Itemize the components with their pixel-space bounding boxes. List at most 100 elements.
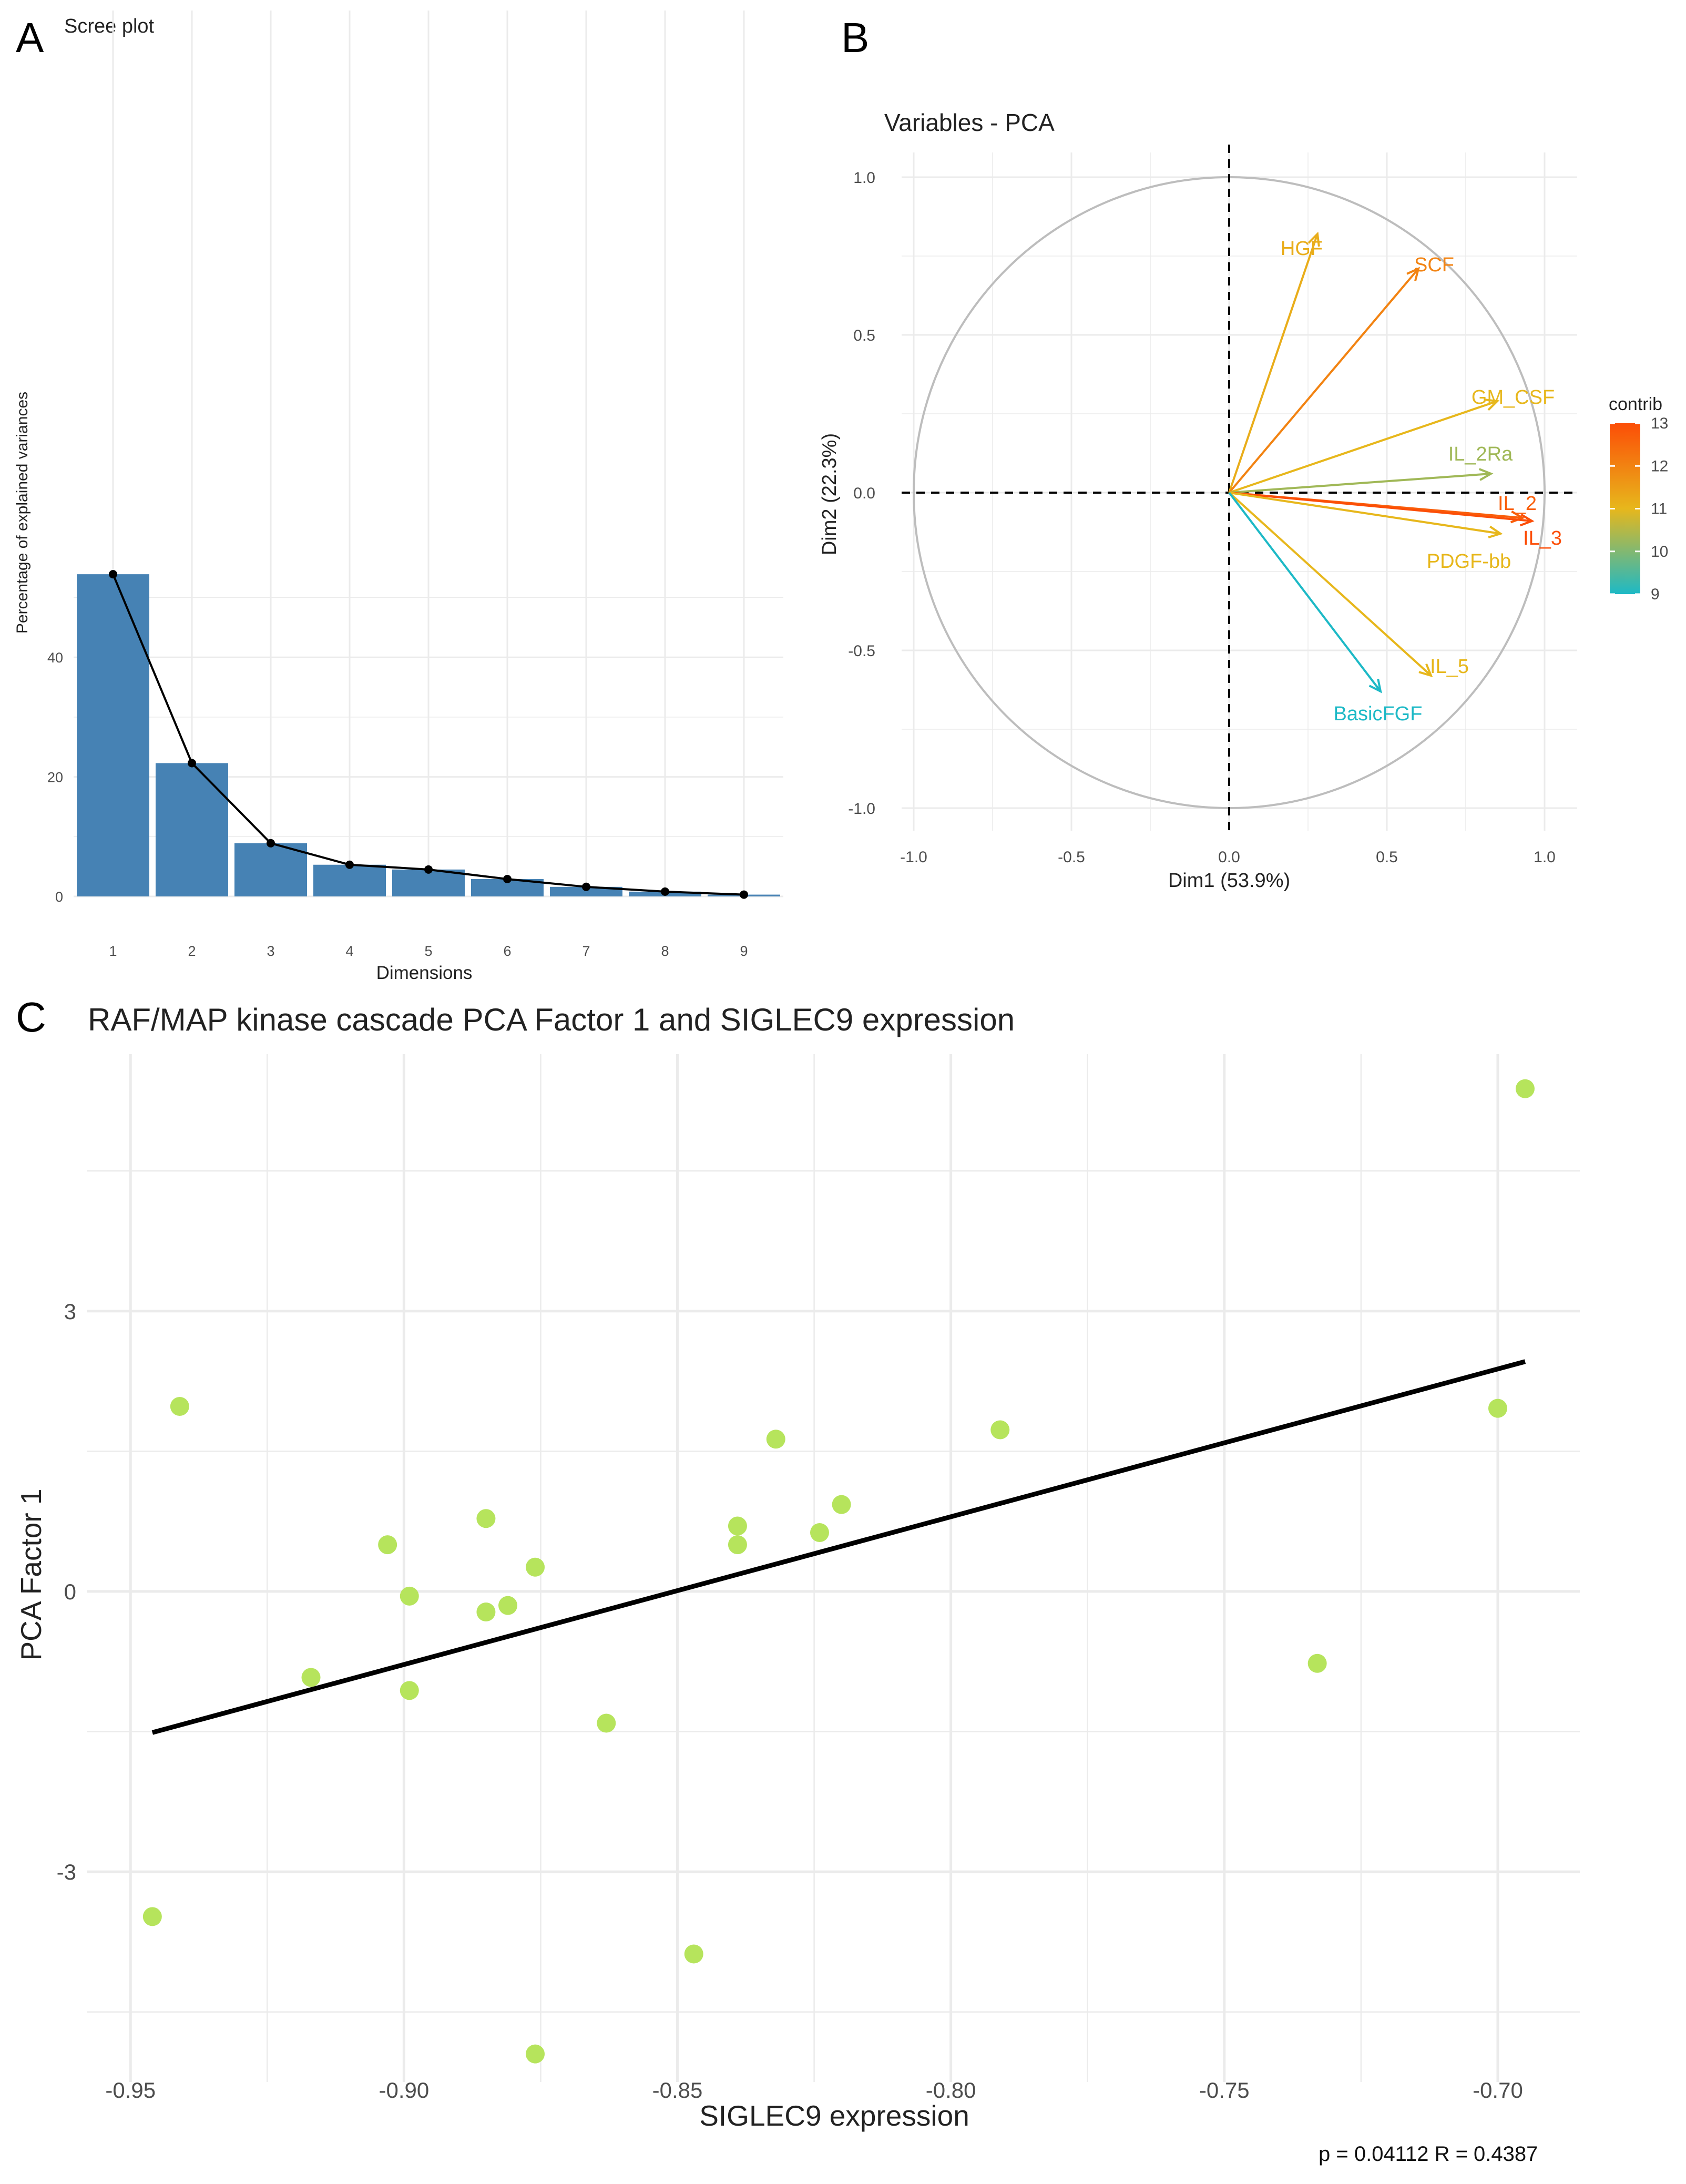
pca-variable-label: IL_3: [1523, 527, 1562, 549]
pca-arrow-head: [1406, 267, 1420, 281]
panel-label-a: A: [16, 14, 44, 61]
scatter-point: [810, 1523, 829, 1542]
pca-variables-title: Variables - PCA: [884, 109, 1055, 136]
scatter-y-axis-label: PCA Factor 1: [15, 1488, 47, 1660]
scatter-point: [526, 2044, 545, 2064]
scree-x-tick-label: 5: [424, 943, 432, 959]
pca-arrow-head: [1478, 468, 1494, 481]
panel-label-c: C: [16, 994, 46, 1040]
scree-point: [267, 839, 275, 848]
contrib-legend: contrib 13 12 11 10 9: [1609, 394, 1668, 603]
pca-variable-arrows: HGF SCF GM_CSF IL_2Ra IL_2 IL_3 PDGF-bb IL_5 Bas…: [1228, 231, 1562, 725]
scatter-point: [1515, 1079, 1535, 1098]
correlation-stats: p = 0.04112 R = 0.4387: [1319, 2142, 1538, 2166]
pca-y-tick-label: 0.0: [853, 485, 875, 502]
pca-arrow-head: [1510, 511, 1525, 524]
scatter-point: [766, 1430, 785, 1449]
pca-x-tick-label: 1.0: [1534, 849, 1556, 866]
pca-arrow: [1228, 268, 1419, 494]
scatter-point: [990, 1420, 1010, 1440]
scatter-point: [728, 1516, 747, 1536]
scatter-point: [597, 1713, 616, 1733]
scree-bar: [313, 864, 386, 896]
scatter-point: [832, 1495, 851, 1514]
pca-variable-label: BasicFGF: [1334, 703, 1423, 725]
pca-arrow-head: [1368, 679, 1382, 693]
pca-x-tick-label: -1.0: [900, 849, 927, 866]
pca-y-axis-label: Dim2 (22.3%): [819, 433, 841, 555]
scree-y-ticks: 0 20 40: [47, 650, 63, 905]
scree-point: [424, 865, 433, 874]
scree-x-tick-label: 7: [582, 943, 590, 959]
scree-point: [345, 860, 354, 869]
scatter-point: [301, 1668, 321, 1687]
scatter-point: [476, 1603, 496, 1622]
pca-variable-label: IL_2Ra: [1448, 443, 1513, 465]
pca-arrow: [1228, 492, 1382, 692]
scree-x-tick-label: 6: [503, 943, 511, 959]
scatter-x-tick-label: -0.85: [652, 2078, 703, 2103]
scree-bar: [77, 574, 149, 896]
scree-point: [582, 882, 590, 891]
scree-x-tick-label: 8: [661, 943, 669, 959]
pca-arrow: [1229, 492, 1532, 522]
pca-y-tick-label: 0.5: [853, 327, 875, 344]
scree-bars: [77, 574, 780, 896]
scatter-gridlines: [87, 1054, 1580, 2082]
pca-y-tick-label: -0.5: [848, 642, 875, 660]
pca-variable-label: IL_2: [1498, 493, 1537, 515]
scree-line: [109, 570, 748, 899]
pca-variables-plot: HGF SCF GM_CSF IL_2Ra IL_2 IL_3 PDGF-bb IL_5 Bas…: [819, 145, 1668, 892]
scree-x-ticks: 1 2 3 4 5 6 7 8 9: [109, 943, 748, 959]
scatter-y-ticks: 3 0 -3: [57, 1299, 76, 1884]
scree-x-tick-label: 3: [267, 943, 274, 959]
pca-variable-label: GM_CSF: [1472, 386, 1555, 409]
pca-x-tick-label: 0.0: [1218, 849, 1240, 866]
pca-x-axis-label: Dim1 (53.9%): [1168, 870, 1290, 892]
regression-line: [151, 1359, 1526, 1735]
scree-point: [503, 875, 512, 884]
pca-arrow: [1229, 492, 1501, 535]
scatter-x-tick-label: -0.70: [1473, 2078, 1523, 2103]
scatter-point: [1488, 1399, 1507, 1418]
scree-y-tick-label: 40: [47, 650, 63, 666]
scree-bar: [234, 843, 307, 896]
pca-arrow: [1229, 400, 1498, 494]
scree-point: [109, 570, 117, 579]
pca-arrow-head: [1307, 231, 1320, 247]
scatter-y-tick-label: 0: [64, 1579, 76, 1604]
pca-variable-label: IL_5: [1430, 656, 1469, 678]
scatter-point: [684, 1944, 703, 1964]
scree-x-tick-label: 1: [109, 943, 117, 959]
scatter-point: [170, 1397, 189, 1416]
pca-arrow-head: [1418, 664, 1433, 678]
scree-point: [188, 759, 196, 768]
scatter-point: [476, 1509, 496, 1528]
scree-point: [740, 890, 748, 899]
scatter-x-tick-label: -0.80: [926, 2078, 976, 2103]
scree-y-tick-label: 20: [47, 770, 63, 785]
legend-title: contrib: [1609, 394, 1662, 414]
scree-plot-title: Scree plot: [64, 15, 155, 37]
scatter-point: [400, 1586, 419, 1606]
scatter-point: [498, 1596, 518, 1615]
pca-y-tick-label: -1.0: [848, 800, 875, 818]
scree-bar: [392, 869, 465, 896]
scatter-x-axis-label: SIGLEC9 expression: [699, 2099, 969, 2132]
scatter-point: [526, 1557, 545, 1577]
scree-plot: 0 20 40 1 2 3 4 5 6 7 8 9 Dimensions Percentage of…: [14, 11, 783, 983]
pca-variable-label: HGF: [1281, 238, 1323, 260]
scatter-point: [142, 1907, 162, 1926]
pca-zero-lines: [902, 145, 1577, 831]
scatter-y-tick-label: -3: [57, 1860, 76, 1884]
scatter-point: [400, 1681, 419, 1700]
legend-tick-label: 11: [1651, 501, 1667, 518]
scatter-point: [378, 1535, 397, 1555]
legend-tick-label: 10: [1651, 543, 1668, 560]
pca-variable-label: SCF: [1414, 254, 1454, 276]
scatter-x-tick-label: -0.95: [105, 2078, 156, 2103]
legend-tick-label: 12: [1651, 457, 1668, 475]
legend-tick-label: 13: [1651, 415, 1668, 432]
pca-arrow-head: [1488, 525, 1503, 539]
